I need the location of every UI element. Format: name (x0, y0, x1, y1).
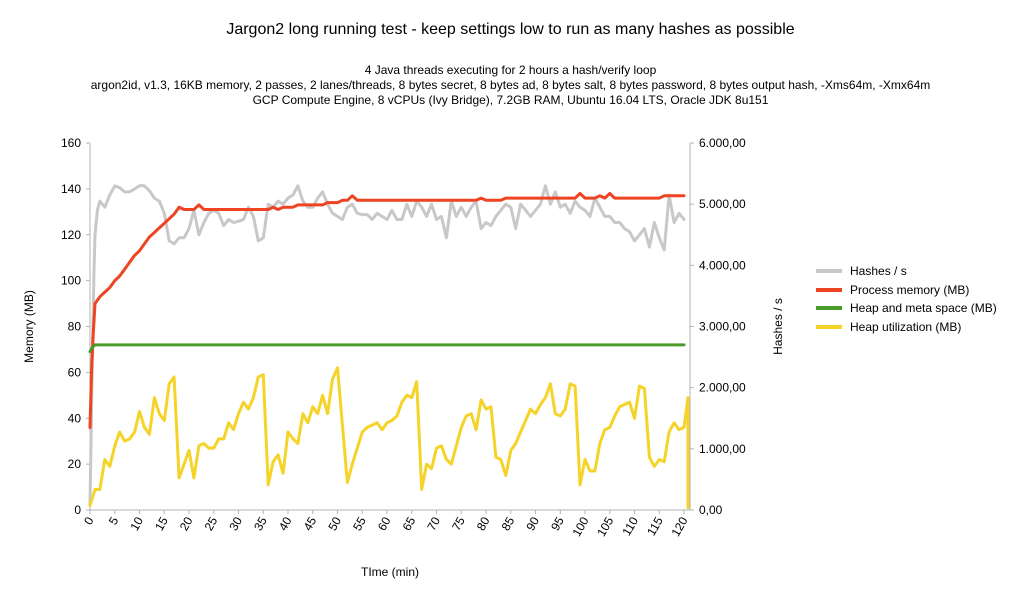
y-tick-label: 100 (61, 274, 81, 288)
x-tick-label: 60 (375, 514, 394, 533)
legend-swatch-heap-utilization (816, 324, 842, 329)
y-tick-label: 40 (68, 411, 82, 425)
x-tick-label: 85 (499, 514, 518, 533)
legend-item-heap-meta: Heap and meta space (MB) (816, 299, 997, 318)
y-tick-label: 140 (61, 182, 81, 196)
y2-tick-label: 4.000,00 (699, 258, 746, 272)
x-tick-label: 110 (619, 514, 641, 538)
legend-label-heap-utilization: Heap utilization (MB) (850, 319, 962, 334)
chart-legend: Hashes / s Process memory (MB) Heap and … (816, 262, 997, 336)
legend-item-hashes: Hashes / s (816, 262, 997, 281)
y2-axis-title: Hashes / s (771, 298, 785, 355)
x-tick-label: 55 (350, 514, 369, 533)
x-tick-label: 40 (276, 514, 295, 533)
x-tick-label: 80 (474, 514, 493, 533)
x-tick-label: 45 (301, 514, 320, 533)
x-tick-label: 35 (251, 514, 270, 533)
series-line-heap-meta (88, 343, 686, 354)
chart-title: Jargon2 long running test - keep setting… (226, 21, 795, 38)
legend-label-process-memory: Process memory (MB) (850, 282, 970, 297)
x-tick-label: 65 (400, 514, 419, 533)
x-tick-label: 20 (177, 514, 196, 533)
x-tick-label: 15 (152, 514, 171, 533)
legend-swatch-heap-meta (816, 306, 842, 311)
series-line-heap-utilization (88, 366, 690, 510)
y2-tick-label: 2.000,00 (699, 381, 746, 395)
y-tick-label: 20 (68, 457, 82, 471)
x-axis-title: TIme (min) (361, 565, 419, 579)
chart-subtitle-line-2: argon2id, v1.3, 16KB memory, 2 passes, 2… (90, 78, 931, 92)
x-tick-label: 25 (202, 514, 221, 533)
legend-label-hashes: Hashes / s (850, 264, 907, 279)
x-tick-label: 115 (644, 514, 666, 538)
x-tick-label: 105 (594, 514, 616, 539)
y2-tick-label: 0,00 (699, 503, 723, 517)
y2-tick-label: 6.000,00 (699, 136, 746, 150)
chart-subtitle-line-1: 4 Java threads executing for 2 hours a h… (364, 63, 657, 77)
y-tick-label: 60 (68, 365, 82, 379)
x-tick-label: 0 (81, 514, 97, 527)
x-tick-label: 100 (569, 514, 591, 539)
x-tick-label: 5 (106, 514, 122, 527)
series-line-hashes (88, 184, 686, 506)
y-tick-label: 80 (68, 320, 82, 334)
x-tick-label: 10 (127, 514, 146, 533)
legend-item-process-memory: Process memory (MB) (816, 281, 997, 300)
series-line-process-memory (88, 192, 686, 429)
x-tick-label: 75 (449, 514, 468, 533)
legend-swatch-hashes (816, 269, 842, 274)
x-tick-label: 95 (548, 514, 567, 533)
legend-item-heap-utilization: Heap utilization (MB) (816, 318, 997, 337)
y-axis-title: Memory (MB) (22, 290, 36, 363)
y-tick-label: 160 (61, 136, 81, 150)
y-tick-label: 120 (61, 228, 81, 242)
x-tick-label: 30 (226, 514, 245, 533)
x-tick-label: 90 (523, 514, 542, 533)
y2-tick-label: 5.000,00 (699, 197, 746, 211)
chart-subtitle-line-3: GCP Compute Engine, 8 vCPUs (Ivy Bridge)… (252, 93, 769, 107)
x-tick-label: 50 (325, 514, 344, 533)
x-tick-label: 120 (668, 514, 690, 539)
legend-swatch-process-memory (816, 287, 842, 292)
legend-label-heap-meta: Heap and meta space (MB) (850, 301, 997, 316)
y-tick-label: 0 (74, 503, 81, 517)
y2-tick-label: 3.000,00 (699, 320, 746, 334)
y2-tick-label: 1.000,00 (699, 442, 746, 456)
x-tick-label: 70 (424, 514, 443, 533)
